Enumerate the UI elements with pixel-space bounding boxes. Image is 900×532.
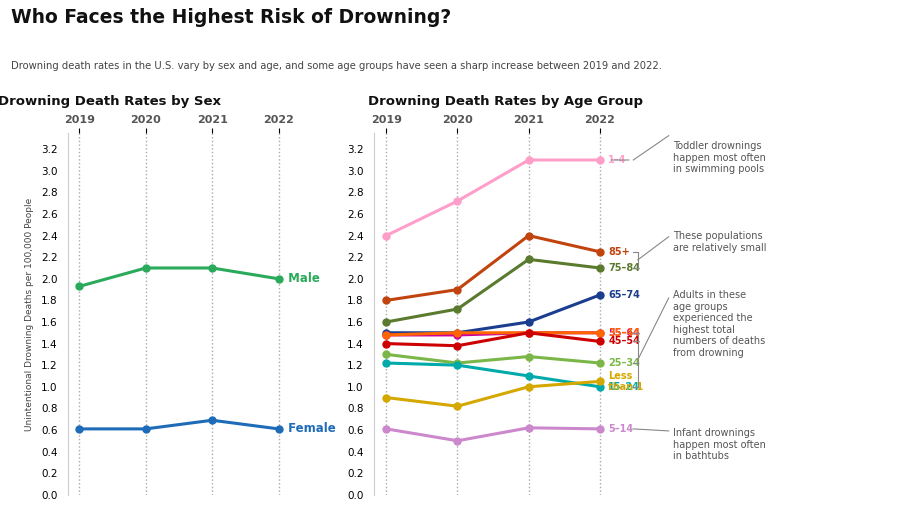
Text: 35–44: 35–44	[608, 328, 640, 338]
Text: Toddler drownings
happen most often
in swimming pools: Toddler drownings happen most often in s…	[673, 141, 766, 174]
Text: 65–74: 65–74	[608, 290, 640, 300]
Text: Drowning Death Rates by Age Group: Drowning Death Rates by Age Group	[368, 95, 644, 108]
Text: 75–84: 75–84	[608, 263, 641, 273]
Text: 55–64: 55–64	[608, 328, 640, 338]
Text: These populations
are relatively small: These populations are relatively small	[673, 231, 767, 253]
Text: 45–54: 45–54	[608, 336, 640, 346]
Text: Adults in these
age groups
experienced the
highest total
numbers of deaths
from : Adults in these age groups experienced t…	[673, 290, 765, 358]
Y-axis label: Unintentional Drowning Deaths per 100,000 People: Unintentional Drowning Deaths per 100,00…	[25, 197, 34, 430]
Text: Who Faces the Highest Risk of Drowning?: Who Faces the Highest Risk of Drowning?	[11, 8, 451, 27]
Text: Infant drownings
happen most often
in bathtubs: Infant drownings happen most often in ba…	[673, 428, 766, 461]
Text: 85+: 85+	[608, 247, 630, 257]
Text: Male: Male	[284, 272, 320, 285]
Text: Female: Female	[284, 422, 336, 435]
Text: 25–34: 25–34	[608, 358, 640, 368]
Text: Drowning Death Rates by Sex: Drowning Death Rates by Sex	[0, 95, 221, 108]
Text: 15–24: 15–24	[608, 382, 640, 392]
Text: Less
than 1: Less than 1	[608, 371, 644, 392]
Text: 1–4: 1–4	[608, 155, 626, 165]
Text: 5–14: 5–14	[608, 424, 634, 434]
Text: Drowning death rates in the U.S. vary by sex and age, and some age groups have s: Drowning death rates in the U.S. vary by…	[11, 61, 661, 71]
